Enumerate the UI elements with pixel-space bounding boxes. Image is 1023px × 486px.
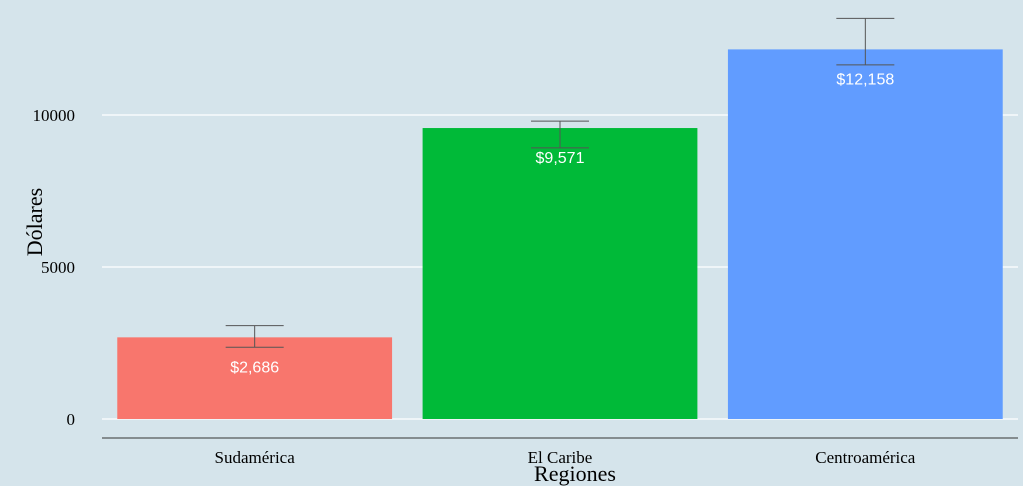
y-tick-label: 10000	[33, 106, 76, 125]
bar-value-label: $12,158	[836, 71, 894, 88]
x-tick-label: Centroamérica	[815, 448, 916, 467]
error-bars	[225, 17, 895, 348]
bar	[117, 337, 393, 419]
bar	[422, 128, 698, 419]
y-axis-title: Dólares	[22, 188, 47, 256]
x-tick-label: Sudamérica	[215, 448, 296, 467]
bar-value-label: $2,686	[230, 359, 279, 376]
bar-value-label: $9,571	[536, 150, 585, 167]
value-labels: $2,686 $9,571 $12,158	[230, 71, 894, 376]
error-bar	[836, 17, 895, 66]
error-bar	[225, 325, 284, 348]
y-tick-label: 0	[67, 410, 76, 429]
x-axis-title: Regiones	[534, 461, 616, 486]
bar	[727, 49, 1003, 420]
y-tick-label: 5000	[41, 258, 75, 277]
bars	[117, 49, 1003, 420]
x-tick-label: El Caribe	[528, 448, 593, 467]
x-tick-labels: Sudamérica El Caribe Centroamérica	[215, 448, 916, 467]
error-bar	[531, 120, 589, 149]
y-tick-labels: 0 5000 10000	[33, 106, 76, 429]
